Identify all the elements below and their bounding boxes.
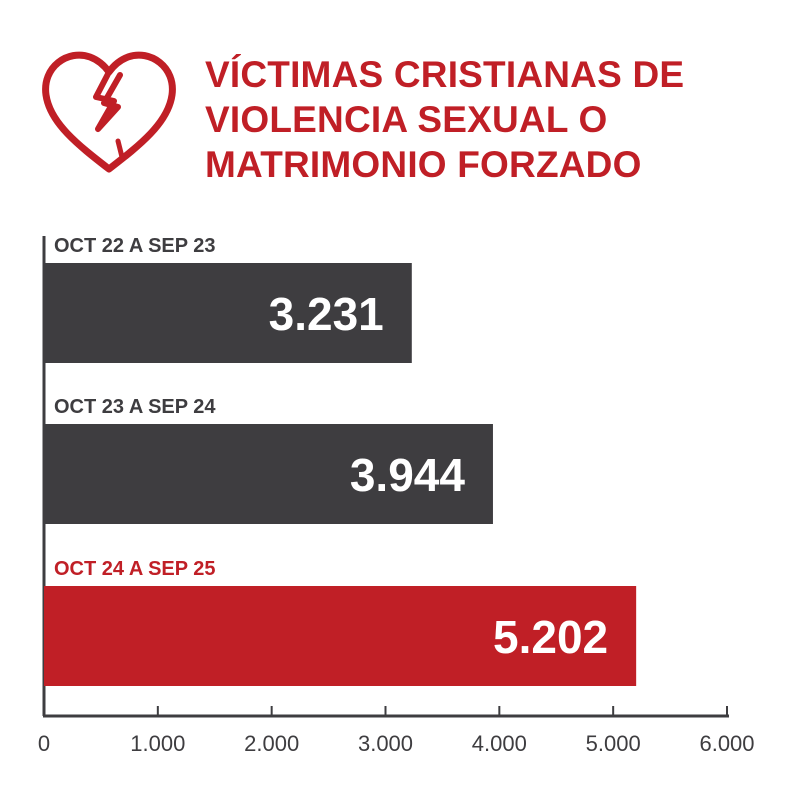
x-tick-label: 4.000: [472, 731, 527, 756]
broken-heart-icon: [38, 45, 180, 175]
category-label: OCT 24 A SEP 25: [54, 558, 216, 580]
title-line-3: MATRIMONIO FORZADO: [205, 144, 642, 185]
title-line-2: VIOLENCIA SEXUAL O: [205, 99, 608, 140]
x-tick-label: 2.000: [244, 731, 299, 756]
x-tick-label: 6.000: [699, 731, 754, 756]
data-label: 3.944: [350, 449, 466, 501]
bar: [44, 263, 412, 363]
category-label: OCT 22 A SEP 23: [54, 235, 216, 257]
data-label: 5.202: [493, 611, 608, 663]
x-tick-label: 5.000: [586, 731, 641, 756]
chart-title: VÍCTIMAS CRISTIANAS DE VIOLENCIA SEXUAL …: [205, 52, 684, 187]
category-label: OCT 23 A SEP 24: [54, 396, 216, 418]
x-tick-label: 3.000: [358, 731, 413, 756]
x-tick-label: 0: [38, 731, 50, 756]
data-label: 3.231: [269, 288, 384, 340]
x-tick-label: 1.000: [130, 731, 185, 756]
title-line-1: VÍCTIMAS CRISTIANAS DE: [205, 54, 685, 95]
bar: [44, 424, 493, 524]
bar: [44, 586, 637, 686]
